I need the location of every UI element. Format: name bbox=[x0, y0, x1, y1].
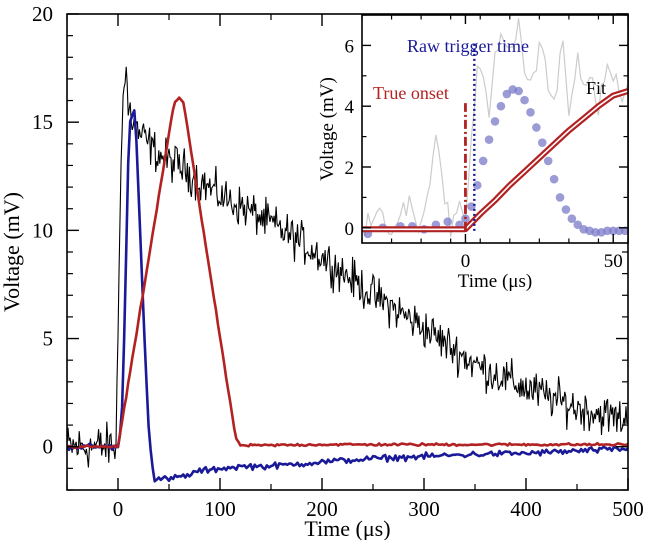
main-x-tick-label: 0 bbox=[113, 497, 124, 521]
inset-filtered-dot bbox=[520, 95, 529, 105]
inset-filtered-dot bbox=[472, 180, 482, 190]
inset-x-tick-label: 50 bbox=[604, 251, 623, 272]
main-x-axis-title: Time (μs) bbox=[304, 516, 390, 540]
inset-y-axis-title: Voltage (mV) bbox=[317, 77, 338, 181]
inset-filtered-dot bbox=[561, 205, 571, 214]
inset-filtered-dot bbox=[490, 117, 500, 126]
inset-y-tick-label: 6 bbox=[345, 36, 355, 57]
inset-filtered-dot bbox=[567, 214, 577, 223]
main-y-tick-label: 15 bbox=[32, 110, 53, 134]
inset-filtered-dot bbox=[443, 217, 453, 227]
main-y-axis-title: Voltage (mV) bbox=[0, 192, 24, 312]
inset-x-tick-label: 0 bbox=[461, 251, 471, 272]
main-y-tick-label: 0 bbox=[43, 435, 54, 459]
inset-filtered-dot bbox=[526, 107, 535, 117]
inset-filtered-dot bbox=[502, 89, 512, 99]
main-y-tick-label: 10 bbox=[32, 218, 53, 242]
inset-fit-inner bbox=[362, 90, 628, 231]
inset-x-axis-title: Time (μs) bbox=[458, 271, 532, 292]
raw-trigger-time-label: Raw trigger time bbox=[407, 36, 529, 56]
inset-filtered-dot bbox=[496, 101, 506, 111]
main-x-tick-label: 300 bbox=[408, 497, 440, 521]
blue-filtered-trace bbox=[67, 109, 628, 483]
inset-filtered-dot bbox=[603, 226, 612, 236]
red-shaped-trace bbox=[67, 96, 628, 449]
main-x-tick-label: 500 bbox=[612, 497, 644, 521]
inset-filtered-dot bbox=[614, 226, 624, 236]
inset-filtered-dot bbox=[514, 86, 523, 96]
main-series-group bbox=[67, 66, 628, 483]
main-x-tick-label: 400 bbox=[510, 497, 542, 521]
main-x-tick-label: 200 bbox=[306, 497, 338, 521]
inset-filtered-dot bbox=[484, 135, 494, 144]
true-onset-label: True onset bbox=[373, 83, 449, 103]
inset-y-tick-label: 2 bbox=[345, 158, 355, 179]
inset-filtered-dot bbox=[555, 193, 565, 202]
inset-chart: Raw trigger time True onset Fit 0 50 0 2 4 6 Time… bbox=[317, 14, 629, 292]
inset-raw-trace bbox=[362, 18, 628, 237]
inset-filtered-dot bbox=[591, 228, 600, 237]
inset-filtered-dot bbox=[543, 156, 553, 166]
raw-signal-trace bbox=[67, 66, 628, 468]
inset-filtered-dot bbox=[532, 123, 541, 132]
main-x-tick-label: 100 bbox=[204, 497, 236, 521]
inset-frame bbox=[361, 14, 629, 244]
inset-series-group bbox=[362, 18, 628, 239]
main-y-tick-label: 5 bbox=[43, 327, 54, 351]
inset-filtered-dot bbox=[573, 220, 583, 230]
inset-filtered-dot bbox=[478, 156, 488, 166]
fit-label: Fit bbox=[586, 78, 606, 98]
inset-y-tick-label: 0 bbox=[345, 219, 355, 240]
inset-y-tick-label: 4 bbox=[345, 97, 355, 118]
inset-filtered-dot bbox=[549, 174, 559, 184]
inset-filtered-dot bbox=[608, 226, 618, 236]
inset-filtered-dot bbox=[620, 226, 628, 236]
inset-filtered-dot bbox=[537, 138, 547, 147]
main-y-tick-label: 20 bbox=[32, 2, 53, 26]
